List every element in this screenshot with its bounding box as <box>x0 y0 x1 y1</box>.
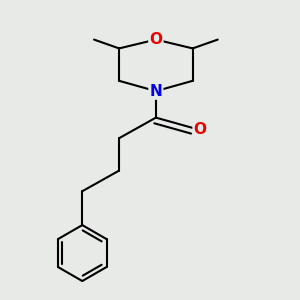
Text: O: O <box>149 32 162 47</box>
Text: N: N <box>149 84 162 99</box>
Text: O: O <box>194 122 207 137</box>
